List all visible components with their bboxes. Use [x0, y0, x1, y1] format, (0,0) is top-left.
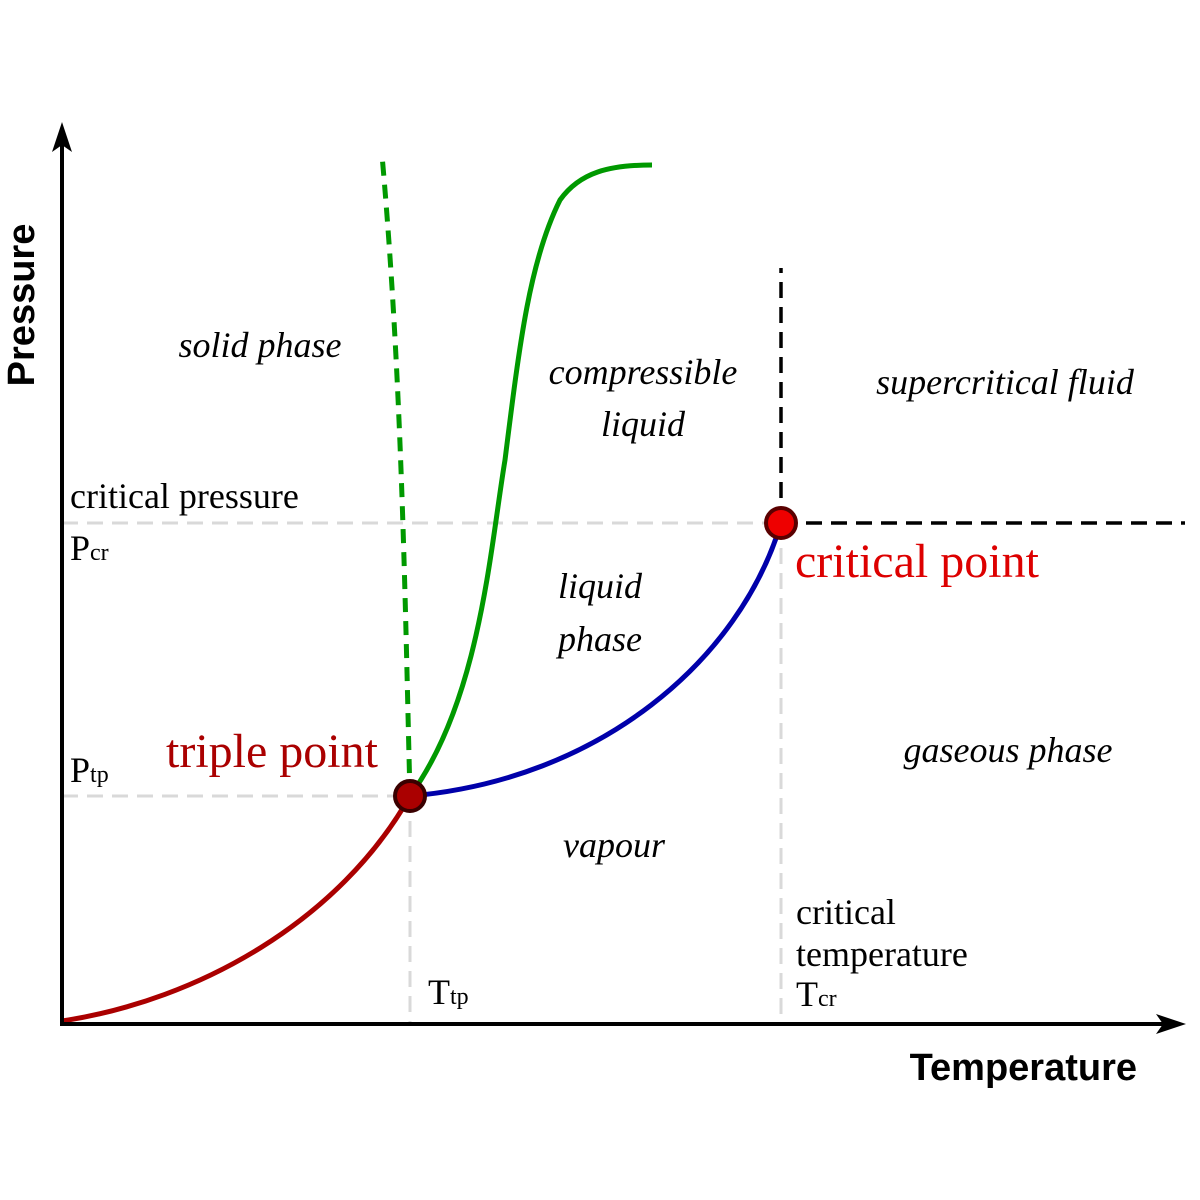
t-cr-main: T — [796, 974, 818, 1014]
x-axis-arrow-icon — [1156, 1014, 1186, 1034]
y-axis-title: Pressure — [1, 224, 43, 387]
axes — [52, 122, 1186, 1034]
melting-curve-normal — [407, 162, 653, 798]
critical-point-label: critical point — [795, 535, 1040, 588]
p-tp-main: P — [70, 750, 90, 790]
critical-temperature-label-line1: critical — [796, 892, 896, 932]
p-tp-label: Ptp — [70, 750, 109, 790]
critical-pressure-label: critical pressure — [70, 476, 299, 516]
t-tp-subscript: tp — [450, 984, 469, 1010]
critical-point-marker — [764, 506, 798, 540]
y-axis-arrow-icon — [52, 122, 72, 152]
t-cr-subscript: cr — [818, 986, 837, 1012]
p-cr-label: Pcr — [70, 528, 109, 568]
compressible-liquid-label-line1: compressible — [549, 352, 738, 392]
p-cr-main: P — [70, 528, 90, 568]
gaseous-phase-label: gaseous phase — [904, 730, 1113, 770]
vaporization-curve — [409, 522, 784, 799]
x-axis-title: Temperature — [910, 1047, 1137, 1089]
t-tp-main: T — [428, 972, 450, 1012]
supercritical-boundaries — [779, 268, 1185, 525]
p-tp-subscript: tp — [90, 762, 109, 788]
solid-phase-label: solid phase — [178, 325, 341, 365]
triple-point-label: triple point — [166, 725, 379, 778]
p-cr-subscript: cr — [90, 540, 109, 566]
melting-curve-anomalous — [379, 154, 413, 797]
t-cr-label: Tcr — [796, 974, 837, 1014]
triple-point-marker — [393, 779, 427, 813]
sublimation-curve — [61, 794, 413, 1024]
supercritical-fluid-label: supercritical fluid — [876, 362, 1135, 402]
liquid-phase-label-line2: phase — [555, 619, 642, 659]
compressible-liquid-label-line2: liquid — [601, 404, 686, 444]
vapour-label: vapour — [563, 825, 666, 865]
guide-lines — [62, 521, 783, 1024]
t-tp-label: Ttp — [428, 972, 469, 1012]
liquid-phase-label-line1: liquid — [558, 566, 643, 606]
critical-temperature-label-line2: temperature — [796, 934, 968, 974]
